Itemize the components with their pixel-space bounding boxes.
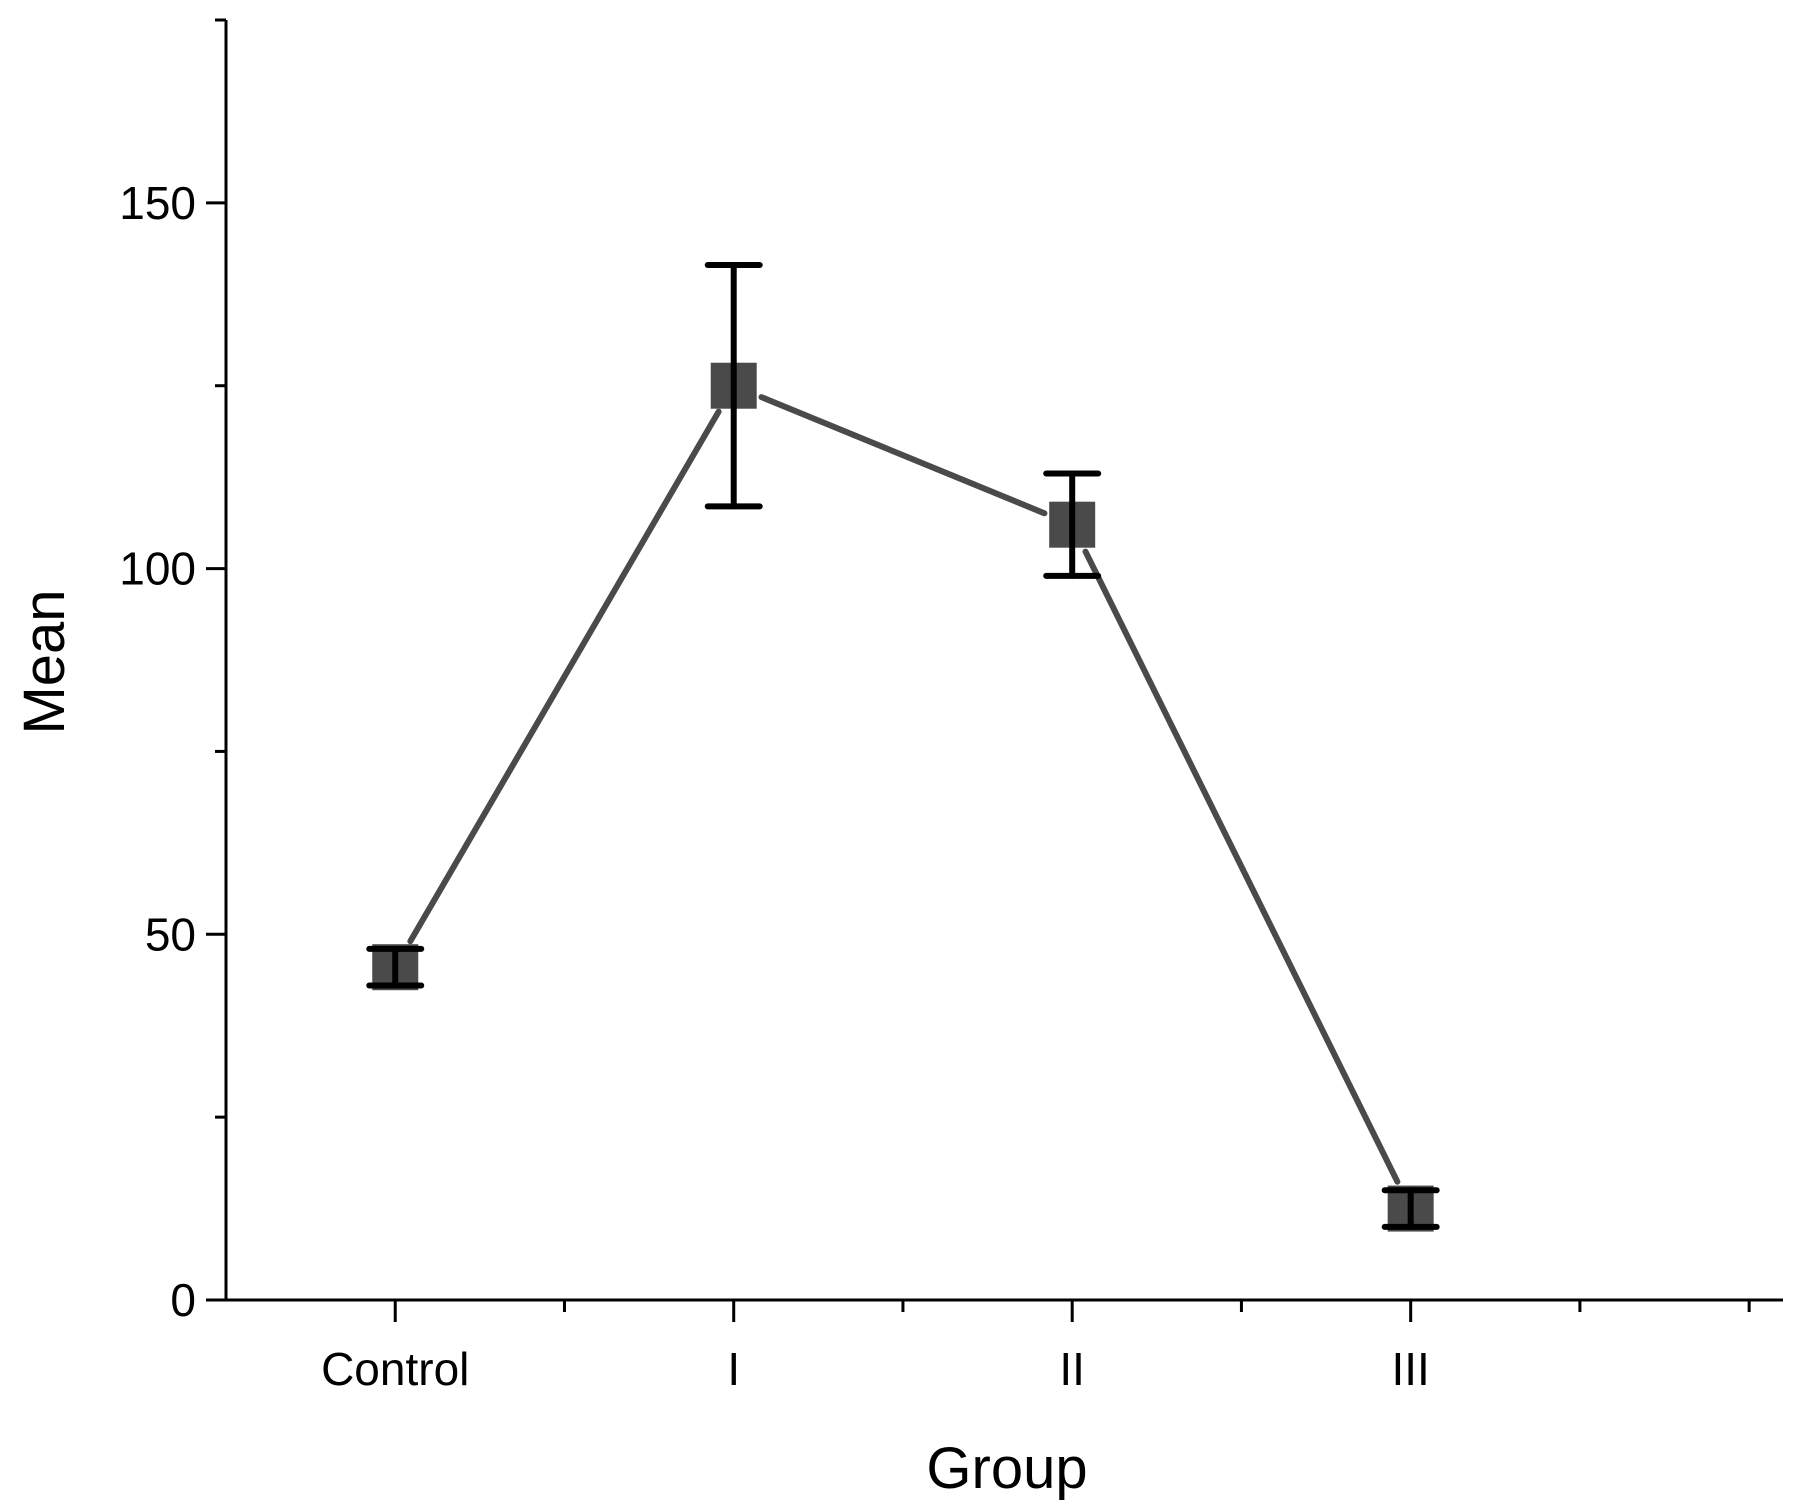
- y-tick-label: 0: [170, 1274, 196, 1326]
- y-axis-title: Mean: [12, 589, 77, 734]
- error-bar: [704, 262, 763, 510]
- x-tick-label: I: [727, 1343, 740, 1395]
- error-bar: [1043, 470, 1102, 579]
- series-line-segment: [1082, 548, 1401, 1185]
- error-bar: [1381, 1187, 1440, 1230]
- y-tick-label: 50: [145, 908, 196, 960]
- series-mean: [366, 262, 1440, 1232]
- axes: [224, 20, 1783, 1302]
- x-axis-title: Group: [926, 1436, 1087, 1501]
- y-tick-label: 100: [119, 543, 196, 595]
- error-bar: [366, 945, 425, 989]
- x-tick-label: Control: [321, 1343, 469, 1395]
- x-tick-label: III: [1392, 1343, 1430, 1395]
- x-axis-ticks: Control I II III: [321, 1300, 1751, 1395]
- series-line-segment: [407, 408, 722, 945]
- series-line-segment: [758, 394, 1048, 517]
- x-tick-label: II: [1059, 1343, 1085, 1395]
- y-tick-label: 150: [119, 177, 196, 229]
- y-axis-ticks: 0 50 100 150: [119, 18, 226, 1326]
